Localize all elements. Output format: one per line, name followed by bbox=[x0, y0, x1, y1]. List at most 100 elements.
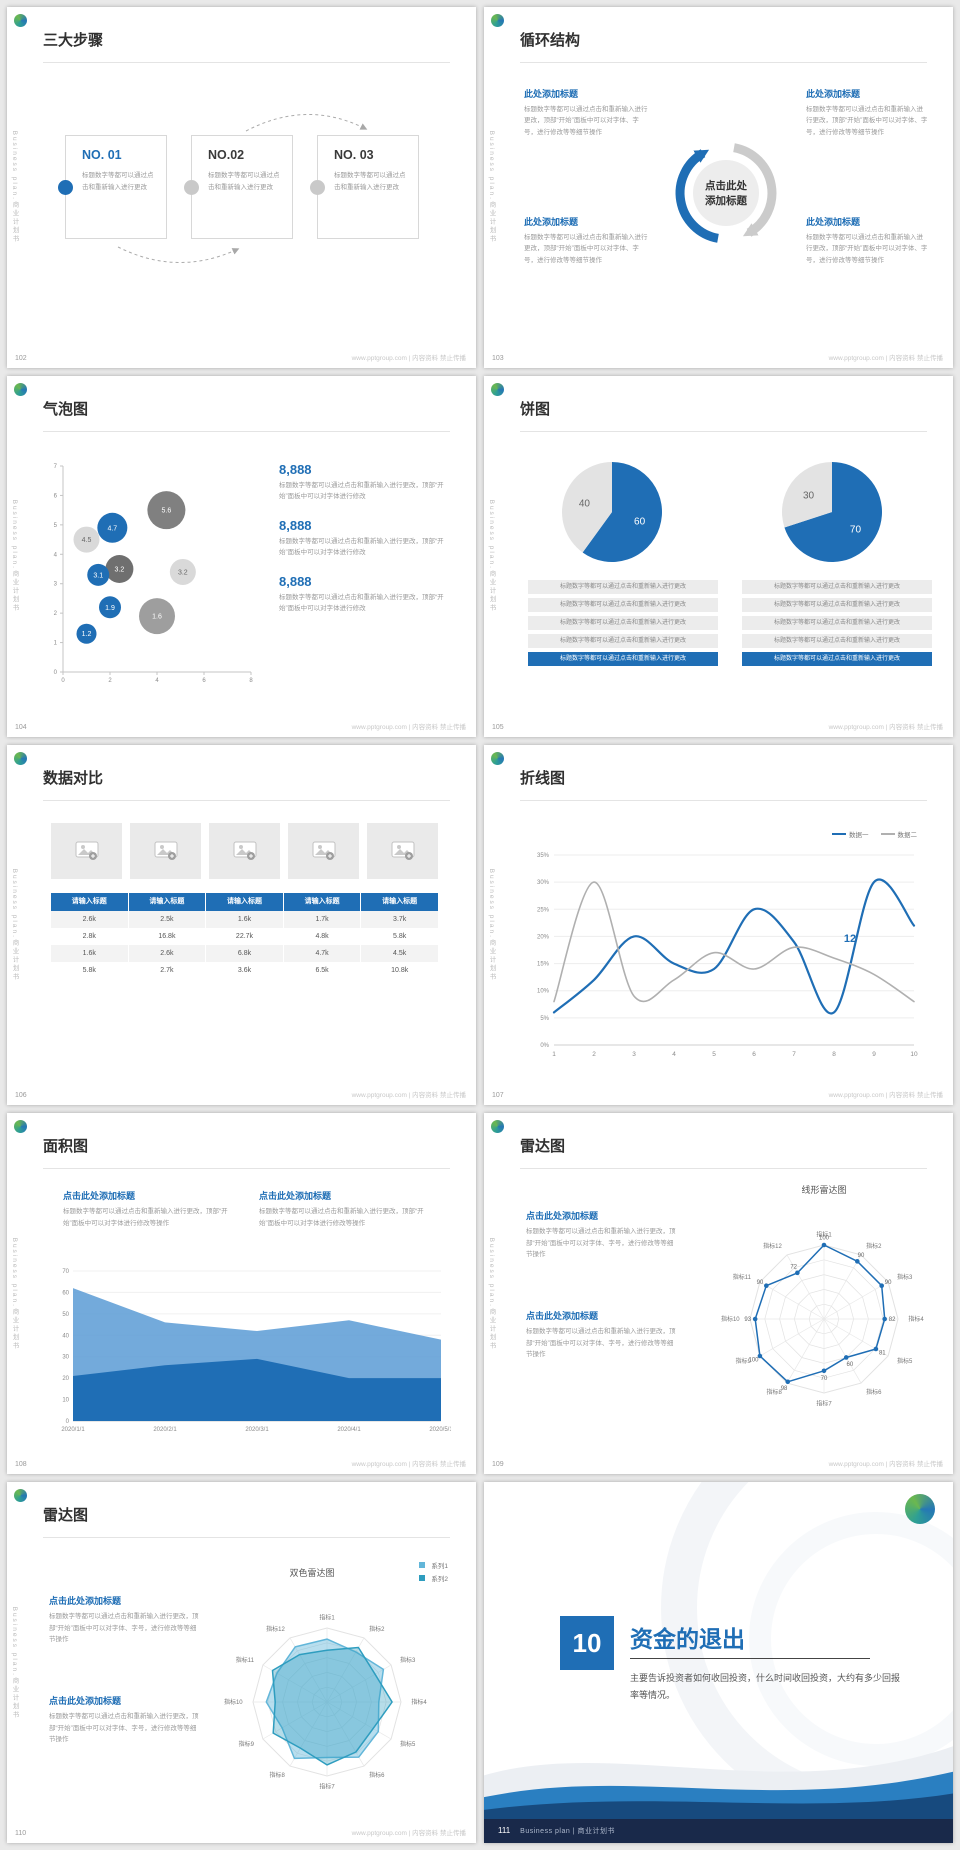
stat-body: 标题数字等都可以通过点击和重新输入进行更改，顶部“开始”面板中可以对字体进行修改 bbox=[279, 537, 444, 556]
svg-text:4: 4 bbox=[672, 1051, 676, 1058]
svg-text:20%: 20% bbox=[537, 934, 550, 940]
svg-text:4.7: 4.7 bbox=[107, 525, 117, 532]
svg-text:50: 50 bbox=[62, 1312, 69, 1318]
svg-text:70: 70 bbox=[850, 524, 862, 535]
chart-subtitle: 双色雷达图 bbox=[289, 1568, 335, 1579]
svg-text:82: 82 bbox=[889, 1317, 896, 1323]
step-number: NO. 03 bbox=[334, 148, 374, 162]
block-body: 标题数字等都可以通过点击和重新输入进行更改，顶部“开始”面板中可以对字体、字号，… bbox=[806, 234, 928, 264]
brand-logo-icon bbox=[491, 751, 504, 765]
svg-text:5: 5 bbox=[712, 1051, 716, 1058]
side-watermark-text: Business plan.商业计划书 bbox=[11, 499, 18, 613]
block-heading: 此处添加标题 bbox=[806, 89, 861, 99]
slide-104-bubble-chart[interactable]: Business plan.商业计划书 气泡图 0 1 2 3 4 5 6 7 0 2 4 6 8 5.6… bbox=[7, 375, 476, 737]
svg-text:指标12: 指标12 bbox=[763, 1242, 782, 1250]
svg-text:1.2: 1.2 bbox=[82, 631, 92, 638]
svg-text:指标1: 指标1 bbox=[816, 1231, 832, 1239]
text-block-2: 点击此处添加标题 标题数字等都可以通过点击和重新输入进行更改，顶部“开始”面板中… bbox=[259, 1189, 437, 1229]
svg-text:指标3: 指标3 bbox=[400, 1656, 416, 1664]
svg-text:8: 8 bbox=[249, 678, 253, 684]
table-cell: 1.6k bbox=[51, 944, 129, 962]
list-item: 标题数字等都可以通过点击和重新输入进行更改 bbox=[528, 615, 718, 630]
svg-text:2020/5/1: 2020/5/1 bbox=[429, 1427, 451, 1433]
table-cell: 2.6k bbox=[51, 910, 129, 928]
slide-108-area-chart[interactable]: Business plan.商业计划书 面积图 点击此处添加标题 标题数字等都可… bbox=[7, 1113, 476, 1475]
page-number: 106 bbox=[15, 1092, 27, 1100]
side-watermark-text: Business plan.商业计划书 bbox=[11, 131, 18, 244]
svg-text:指标8: 指标8 bbox=[269, 1771, 285, 1779]
svg-text:3: 3 bbox=[632, 1051, 636, 1058]
svg-text:70: 70 bbox=[62, 1269, 69, 1275]
side-watermark-text: Business plan.商业计划书 bbox=[488, 131, 495, 244]
slide-title: 雷达图 bbox=[520, 1138, 566, 1156]
cycle-block-top-left: 此处添加标题 标题数字等都可以通过点击和重新输入进行更改，顶部“开始”面板中可以… bbox=[524, 87, 650, 138]
table-cell: 2.5k bbox=[129, 910, 207, 928]
svg-text:100: 100 bbox=[748, 1358, 759, 1364]
svg-text:10: 10 bbox=[62, 1398, 69, 1404]
slide-106-data-table[interactable]: Business plan.商业计划书 数据对比 请输入标题 bbox=[7, 744, 476, 1106]
block-heading: 点击此处添加标题 bbox=[259, 1191, 332, 1202]
svg-text:40: 40 bbox=[62, 1334, 69, 1340]
wave-decoration bbox=[484, 1746, 953, 1819]
brand-logo-icon bbox=[491, 382, 504, 396]
legend-label: 数据一 bbox=[849, 831, 869, 839]
legend-item-series2: 系列2 bbox=[419, 1573, 448, 1583]
image-placeholder-row bbox=[51, 822, 438, 879]
chart-subtitle: 线形雷达图 bbox=[801, 1185, 847, 1196]
svg-text:3.1: 3.1 bbox=[93, 572, 103, 579]
svg-text:30: 30 bbox=[62, 1355, 69, 1361]
svg-text:指标9: 指标9 bbox=[736, 1358, 752, 1366]
block-body: 标题数字等都可以通过点击和重新输入进行更改，顶部“开始”面板中可以对字体进行修改… bbox=[259, 1208, 424, 1227]
svg-text:5: 5 bbox=[54, 523, 58, 529]
stat-value: 8,888 bbox=[279, 573, 312, 589]
slide-111-section-title[interactable]: 10 资金的退出 主要告诉投资者如何收回投资，什么时间收回投资，大约有多少回报率… bbox=[484, 1482, 953, 1843]
slide-102-three-steps[interactable]: Business plan.商业计划书 三大步骤 NO. 01 标题数字等都可以… bbox=[7, 7, 476, 368]
svg-text:5.6: 5.6 bbox=[162, 507, 172, 514]
slide-105-pie-charts[interactable]: Business plan.商业计划书 饼图 60 40 70 30 标题数字等都可… bbox=[484, 375, 953, 737]
list-item: 标题数字等都可以通过点击和重新输入进行更改 bbox=[742, 615, 932, 630]
svg-text:指标11: 指标11 bbox=[733, 1273, 752, 1281]
slide-header: 雷达图 bbox=[520, 1135, 927, 1170]
image-placeholder bbox=[209, 822, 280, 879]
bubble-chart: 0 1 2 3 4 5 6 7 0 2 4 6 8 5.6 1.6 4.7 3.2 4.5 3.2 3.1 1.9 1.2 bbox=[54, 464, 254, 684]
insert-image-icon bbox=[312, 841, 335, 860]
slide-title: 循环结构 bbox=[520, 32, 581, 49]
slide-title: 气泡图 bbox=[43, 400, 89, 418]
cycle-center-label: 点击此处 添加标题 bbox=[662, 179, 790, 208]
slide-109-radar-chart[interactable]: Business plan.商业计划书 雷达图 线形雷达图 点击此处添加标题 标… bbox=[484, 1113, 953, 1475]
svg-text:7: 7 bbox=[54, 464, 58, 470]
table-cell: 10.8k bbox=[361, 961, 439, 979]
insert-image-icon bbox=[154, 841, 177, 860]
svg-text:2020/2/1: 2020/2/1 bbox=[153, 1427, 177, 1433]
footer-watermark: www.pptgroup.com | 内容资料 禁止传播 bbox=[828, 354, 943, 362]
cycle-arrows-diagram bbox=[675, 143, 777, 243]
svg-text:指标10: 指标10 bbox=[224, 1698, 243, 1706]
block-body: 标题数字等都可以通过点击和重新输入进行更改，顶部“开始”面板中可以对字体、字号，… bbox=[524, 234, 648, 264]
footer-watermark: www.pptgroup.com | 内容资料 禁止传播 bbox=[351, 1461, 466, 1469]
column-header: 请输入标题 bbox=[51, 892, 129, 911]
svg-text:60: 60 bbox=[634, 516, 646, 527]
svg-text:指标7: 指标7 bbox=[816, 1400, 832, 1408]
slide-header: 循环结构 bbox=[520, 29, 927, 63]
svg-text:90: 90 bbox=[858, 1253, 865, 1259]
stats-column: 8,888 标题数字等都可以通过点击和重新输入进行更改，顶部“开始”面板中可以对… bbox=[279, 462, 447, 630]
legend-line-icon bbox=[832, 832, 846, 835]
table-cell: 1.6k bbox=[206, 910, 284, 928]
block-heading: 点击此处添加标题 bbox=[63, 1191, 136, 1202]
slide-103-cycle[interactable]: Business plan.商业计划书 循环结构 此处添加标题 标题数字等都可以… bbox=[484, 7, 953, 368]
svg-text:2: 2 bbox=[54, 611, 58, 617]
page-number: 103 bbox=[492, 354, 504, 362]
svg-text:指标6: 指标6 bbox=[369, 1771, 385, 1779]
legend-square-icon bbox=[419, 1562, 426, 1569]
slide-header: 雷达图 bbox=[43, 1504, 450, 1539]
slide-title: 雷达图 bbox=[43, 1507, 89, 1525]
slide-107-line-chart[interactable]: Business plan.商业计划书 折线图 数据一 数据二 0% 5% 10% 1… bbox=[484, 744, 953, 1106]
page-number: 107 bbox=[492, 1092, 504, 1100]
section-title: 资金的退出 bbox=[630, 1626, 745, 1653]
slide-110-dual-radar-chart[interactable]: Business plan.商业计划书 雷达图 双色雷达图 系列1 系列2 点击… bbox=[7, 1482, 476, 1843]
slide-header: 饼图 bbox=[520, 398, 927, 432]
svg-text:70: 70 bbox=[821, 1377, 828, 1383]
svg-text:3: 3 bbox=[54, 582, 58, 588]
step-card-1: NO. 01 标题数字等都可以通过点击和重新输入进行更改 bbox=[58, 135, 167, 239]
block-body: 标题数字等都可以通过点击和重新输入进行更改，顶部“开始”面板中可以对字体进行修改… bbox=[63, 1208, 228, 1227]
